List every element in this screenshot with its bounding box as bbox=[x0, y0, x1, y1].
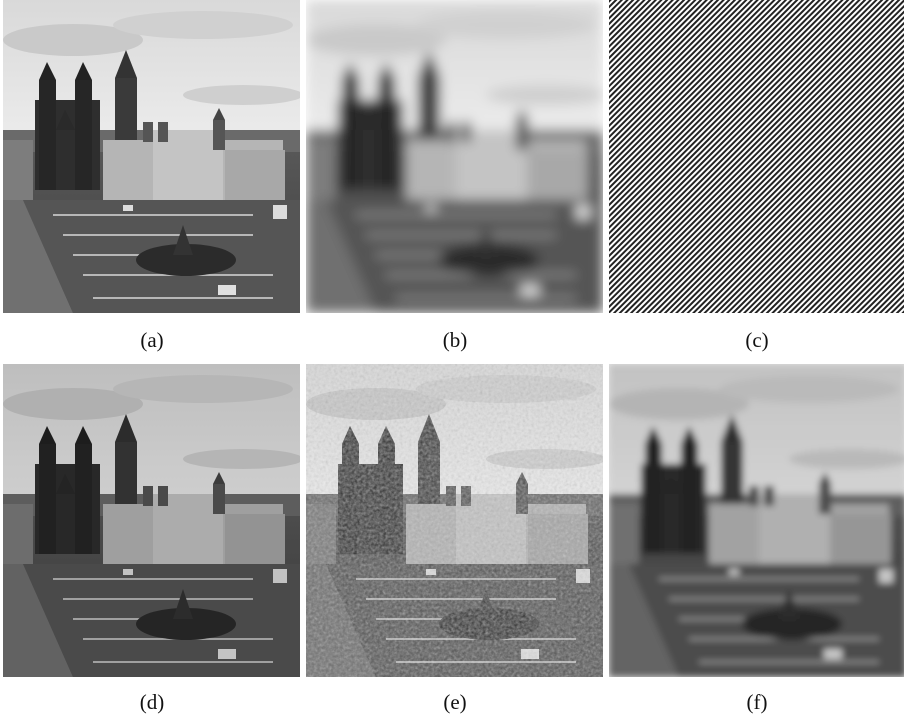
panel-a-image bbox=[3, 0, 303, 313]
caption: (a) bbox=[140, 328, 163, 352]
figure: (a) (b) (c) (d) (e) (f) bbox=[0, 0, 904, 717]
caption: (c) bbox=[745, 328, 768, 352]
panel-c-image bbox=[609, 0, 904, 313]
panel-f-image bbox=[609, 364, 904, 677]
caption: (b) bbox=[443, 328, 468, 352]
panel-b-image bbox=[306, 0, 606, 313]
panel-e-image bbox=[306, 364, 606, 677]
panel-d-image bbox=[3, 364, 303, 677]
caption: (f) bbox=[747, 690, 768, 714]
caption: (e) bbox=[443, 690, 466, 714]
caption: (d) bbox=[140, 690, 165, 714]
